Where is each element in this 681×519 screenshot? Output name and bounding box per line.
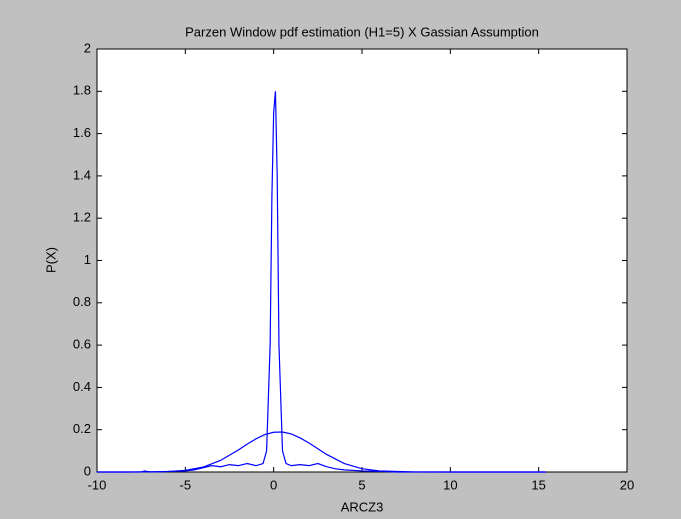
x-tick-label: -10 [88,477,107,492]
x-tick-label: -5 [180,477,192,492]
plot-area [96,48,628,473]
y-axis-label: P(X) [43,247,58,273]
y-tick-label: 1.4 [73,167,91,182]
y-tick-label: 0.4 [73,379,91,394]
y-tick-label: 0.2 [73,421,91,436]
y-tick-label: 0 [84,463,91,478]
x-tick-label: 10 [443,477,457,492]
data-line [96,431,546,473]
data-line [97,91,546,473]
x-tick-label: 15 [531,477,545,492]
y-tick-label: 0.6 [73,337,91,352]
y-tick-label: 1.6 [73,125,91,140]
x-tick-label: 5 [358,477,365,492]
y-tick-label: 0.8 [73,294,91,309]
x-axis-label: ARCZ3 [341,499,384,514]
y-tick-label: 1.8 [73,83,91,98]
x-tick-label: 20 [620,477,634,492]
y-tick-label: 1 [84,252,91,267]
chart-title: Parzen Window pdf estimation (H1=5) X Ga… [185,24,539,39]
y-tick-label: 1.2 [73,210,91,225]
y-tick-label: 2 [84,40,91,55]
x-tick-label: 0 [270,477,277,492]
